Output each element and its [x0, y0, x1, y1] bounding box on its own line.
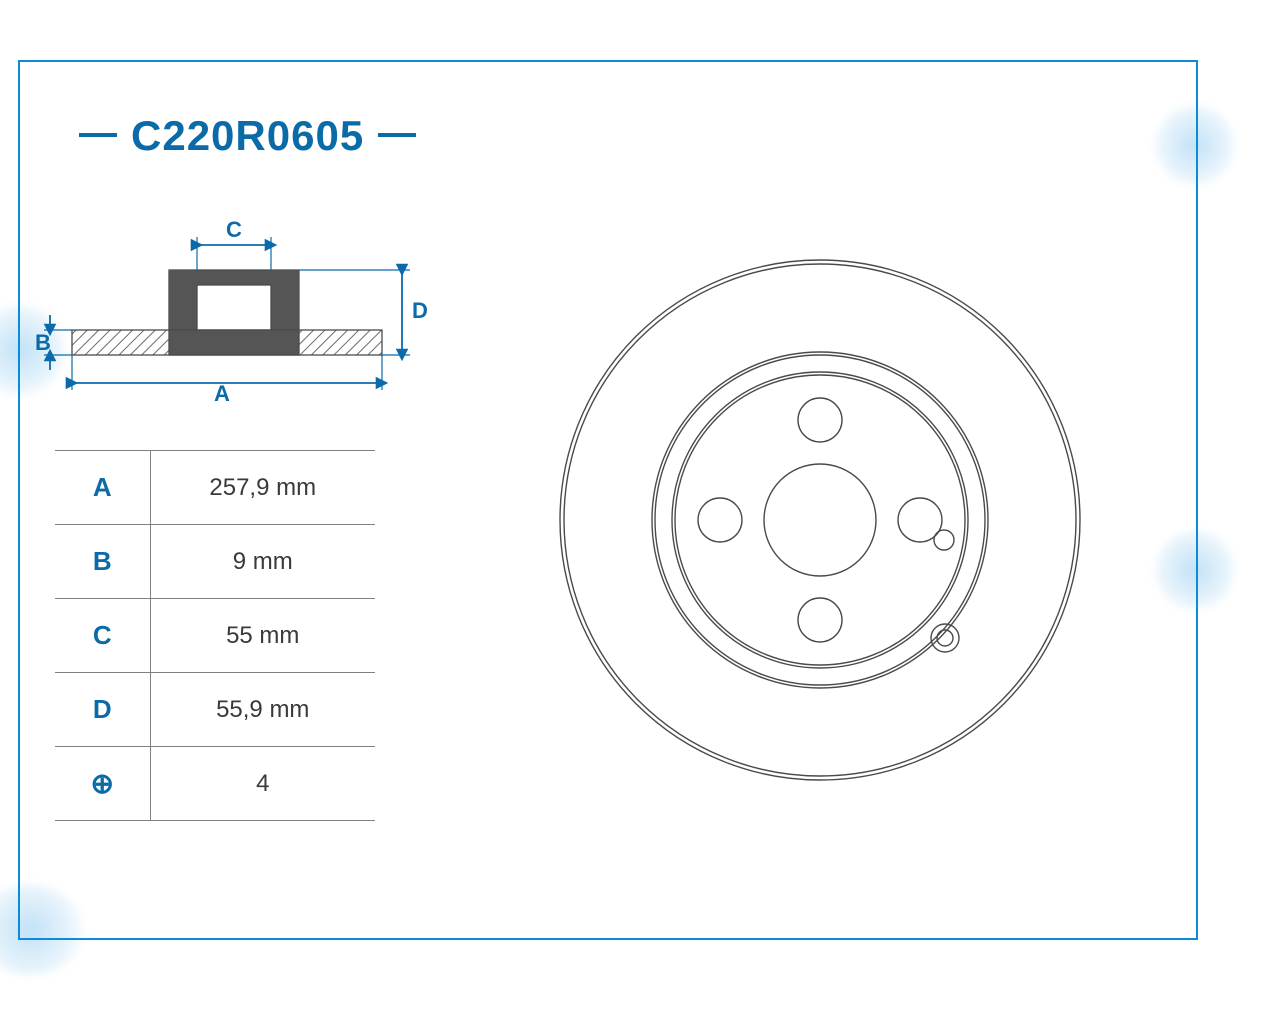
profile-diagram: A B C D — [32, 215, 432, 415]
disc-diagram — [530, 230, 1110, 810]
dim-label-c: C — [226, 217, 242, 242]
title-dash-icon — [79, 133, 117, 137]
dim-label-b: B — [35, 330, 51, 355]
part-number-text: C220R0605 — [131, 112, 364, 159]
table-row: ⊕4 — [55, 747, 375, 821]
title-dash-icon — [378, 133, 416, 137]
spec-label: D — [55, 673, 150, 747]
spec-label: B — [55, 525, 150, 599]
spec-value: 9 mm — [150, 525, 375, 599]
table-row: D55,9 mm — [55, 673, 375, 747]
dim-label-d: D — [412, 298, 428, 323]
spec-value: 257,9 mm — [150, 451, 375, 525]
spec-value: 55,9 mm — [150, 673, 375, 747]
table-row: B9 mm — [55, 525, 375, 599]
spec-label: ⊕ — [55, 747, 150, 821]
spec-value: 4 — [150, 747, 375, 821]
table-row: A257,9 mm — [55, 451, 375, 525]
spec-label: C — [55, 599, 150, 673]
spec-label: A — [55, 451, 150, 525]
part-number-title: C220R0605 — [65, 112, 430, 160]
spec-table: A257,9 mmB9 mmC55 mmD55,9 mm⊕4 — [55, 450, 375, 821]
spec-value: 55 mm — [150, 599, 375, 673]
table-row: C55 mm — [55, 599, 375, 673]
dim-label-a: A — [214, 381, 230, 406]
